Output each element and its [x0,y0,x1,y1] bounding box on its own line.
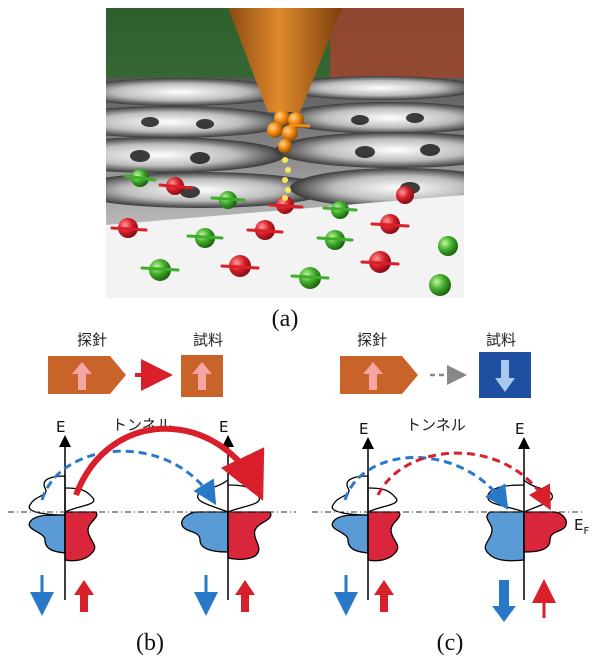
b-probe-block [48,356,126,394]
b-left-dos [28,435,98,600]
b-energy-right-label: E [219,418,228,436]
panel-c: 探針 試料 トンネル E E EF [312,331,589,656]
c-right-spin-down-icon [492,580,516,622]
b-probe-spin-up-icon [72,362,92,390]
c-probe-spin-up-icon [363,362,383,390]
b-sample-spin-up-icon [192,362,212,390]
spin-atoms [110,169,458,296]
stm-tip [228,8,342,201]
c-right-dos [484,437,567,600]
b-probe-label: 探針 [77,331,107,349]
c-fermi-label: EF [574,516,589,537]
c-probe-block [340,356,418,394]
c-sample-spin-down-icon [495,360,515,392]
c-probe-label: 探針 [357,331,387,349]
c-energy-right-label: E [515,420,524,438]
c-majority-tunnel-arrow-icon [376,451,551,511]
c-sample-label: 試料 [486,331,516,349]
panel-a-label: (a) [272,306,299,332]
c-energy-left-label: E [359,420,368,438]
panel-b: 探針 試料 トンネル E E [8,331,296,656]
b-energy-left-label: E [56,418,65,436]
b-minority-tunnel-arrow-icon [40,449,217,506]
panel-b-label: (b) [136,630,164,656]
c-minority-tunnel-arrow-icon [343,456,509,511]
c-tunnel-label: トンネル [406,416,466,434]
b-left-spin-up-icon [74,580,94,612]
b-right-dos [181,435,272,600]
topography-stripes [106,76,464,208]
b-majority-tunnel-arrow-icon [73,425,265,501]
b-sample-label: 試料 [193,331,223,349]
panel-a-illustration [106,8,464,298]
lattice-plane [106,195,464,298]
c-left-dos [331,437,401,600]
panel-c-label: (c) [437,630,464,656]
b-right-spin-up-icon [235,580,255,612]
c-left-spin-up-icon [374,580,394,612]
